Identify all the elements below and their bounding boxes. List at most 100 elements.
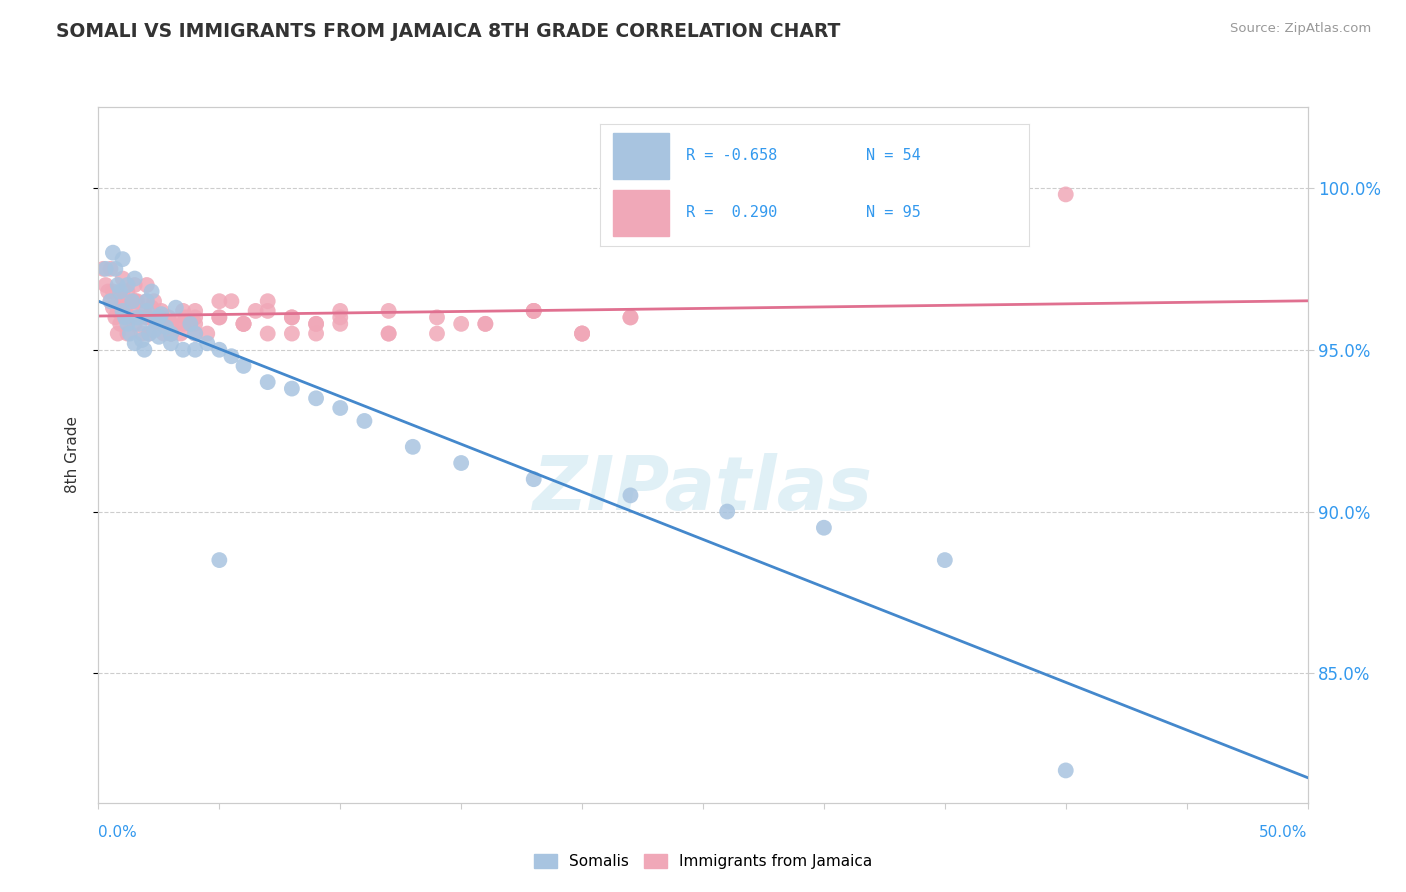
Point — [208, 343, 231, 357]
Point — [184, 326, 207, 341]
Point — [117, 285, 139, 299]
Point — [232, 317, 254, 331]
Point — [184, 304, 207, 318]
Point — [305, 326, 328, 341]
Point — [101, 285, 124, 299]
Point — [1054, 187, 1077, 202]
Point — [174, 310, 197, 325]
Point — [256, 326, 278, 341]
Point — [135, 310, 157, 325]
Point — [157, 310, 180, 325]
Point — [148, 317, 170, 331]
Point — [108, 317, 131, 331]
Point — [305, 392, 328, 406]
Point — [141, 285, 163, 299]
Point — [571, 326, 593, 341]
Point — [245, 304, 267, 318]
Point — [107, 278, 129, 293]
Point — [127, 294, 149, 309]
Point — [111, 252, 134, 267]
Point — [1054, 764, 1077, 778]
Point — [571, 326, 593, 341]
Point — [124, 317, 146, 331]
Point — [281, 326, 304, 341]
Text: ZIPatlas: ZIPatlas — [533, 453, 873, 526]
Point — [232, 317, 254, 331]
Point — [169, 326, 191, 341]
Point — [523, 472, 546, 486]
Point — [150, 304, 173, 318]
Point — [256, 294, 278, 309]
Point — [107, 304, 129, 318]
Point — [195, 326, 218, 341]
Point — [571, 326, 593, 341]
Point — [160, 326, 183, 341]
Point — [124, 294, 146, 309]
Point — [91, 261, 114, 276]
Point — [523, 304, 546, 318]
Point — [813, 521, 835, 535]
Point — [377, 304, 399, 318]
Point — [305, 317, 328, 331]
Point — [377, 326, 399, 341]
Point — [121, 294, 143, 309]
Point — [184, 317, 207, 331]
Point — [124, 294, 146, 309]
Point — [426, 326, 449, 341]
Point — [329, 310, 352, 325]
Point — [934, 553, 956, 567]
Point — [138, 326, 160, 341]
Point — [118, 326, 141, 341]
Point — [305, 317, 328, 331]
Point — [135, 294, 157, 309]
Point — [121, 304, 143, 318]
Point — [124, 271, 146, 285]
Point — [108, 285, 131, 299]
Point — [160, 326, 183, 341]
Point — [256, 304, 278, 318]
Point — [474, 317, 496, 331]
Point — [150, 307, 173, 321]
Point — [131, 333, 153, 347]
Point — [114, 310, 136, 325]
Point — [221, 349, 243, 363]
Point — [281, 310, 304, 325]
Point — [402, 440, 425, 454]
Point — [256, 375, 278, 389]
Point — [716, 504, 738, 518]
Point — [143, 323, 166, 337]
Point — [165, 301, 187, 315]
Text: SOMALI VS IMMIGRANTS FROM JAMAICA 8TH GRADE CORRELATION CHART: SOMALI VS IMMIGRANTS FROM JAMAICA 8TH GR… — [56, 22, 841, 41]
Y-axis label: 8th Grade: 8th Grade — [65, 417, 80, 493]
Point — [135, 304, 157, 318]
Point — [426, 310, 449, 325]
Point — [141, 301, 163, 315]
Point — [124, 336, 146, 351]
Point — [143, 294, 166, 309]
Point — [619, 310, 641, 325]
Point — [160, 326, 183, 341]
Point — [450, 456, 472, 470]
Point — [208, 310, 231, 325]
Point — [160, 317, 183, 331]
Point — [450, 317, 472, 331]
Point — [94, 261, 117, 276]
Point — [172, 343, 194, 357]
Point — [619, 488, 641, 502]
Point — [155, 317, 177, 331]
Point — [124, 278, 146, 293]
Point — [353, 414, 375, 428]
Point — [148, 310, 170, 325]
Point — [104, 261, 127, 276]
Point — [138, 326, 160, 341]
Point — [117, 278, 139, 293]
Point — [145, 317, 167, 331]
Point — [179, 317, 201, 331]
Point — [111, 304, 134, 318]
Point — [131, 326, 153, 341]
Point — [100, 294, 122, 309]
Point — [165, 317, 187, 331]
Point — [221, 294, 243, 309]
Point — [329, 401, 352, 415]
Point — [523, 304, 546, 318]
